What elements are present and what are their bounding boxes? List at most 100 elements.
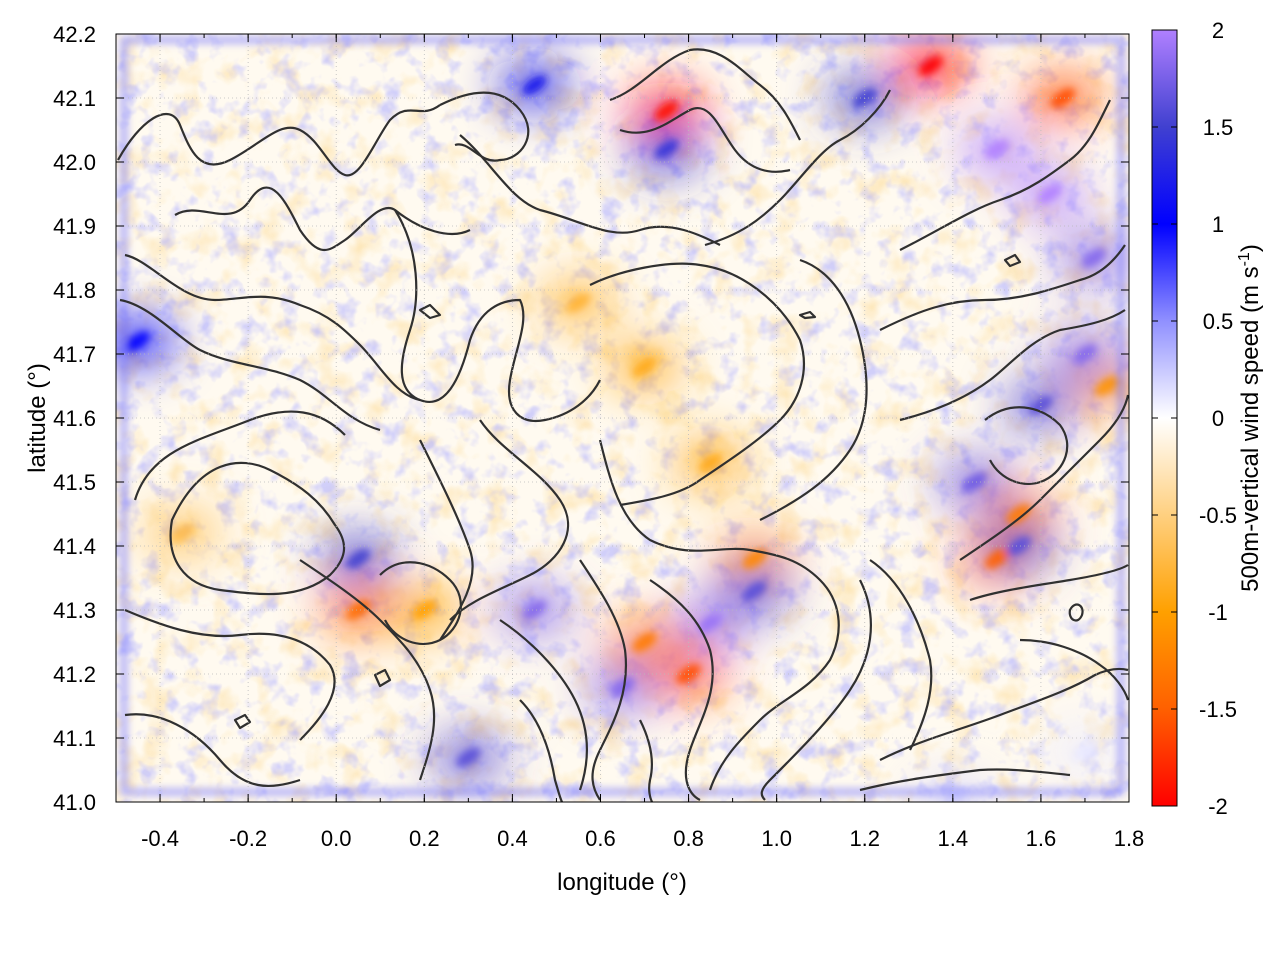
colorbar-tick-label: 1 (1212, 212, 1224, 237)
contour-line (419, 439, 474, 641)
field-feature-core (698, 612, 723, 633)
colorbar-label-close: ) (1237, 244, 1264, 252)
heatmap-field (116, 34, 1129, 802)
field-feature-core (1081, 248, 1106, 268)
colorbar-tick-label: 1.5 (1203, 115, 1234, 140)
y-tick-label: 41.3 (53, 598, 96, 623)
colorbar-label: 500m-vertical wind speed (m s-1) (1236, 244, 1264, 592)
contour-line (418, 303, 442, 320)
field-feature-core (456, 747, 481, 768)
y-axis: 41.0 41.1 41.2 41.3 41.4 41.5 41.6 41.7 41.8 41.9… (53, 22, 1129, 815)
colorbar-ticks: 2 1.5 1 0.5 0 -0.5 -1 -1.5 -2 (1152, 18, 1237, 819)
colorbar-tick-label: 0.5 (1203, 309, 1234, 334)
contour-line (598, 439, 840, 791)
contour-line (639, 719, 654, 802)
contour-line (459, 134, 721, 246)
y-tick-label: 41.5 (53, 470, 96, 495)
contour-line (299, 559, 436, 781)
colorbar-tick-label: -2 (1208, 794, 1228, 819)
contour-line (859, 768, 1071, 792)
field-feature-core (918, 56, 943, 76)
y-tick-label: 42.0 (53, 150, 96, 175)
y-axis-label: latitude (°) (24, 363, 51, 473)
field-boundary-band (120, 36, 1125, 796)
field-feature-core (610, 676, 635, 697)
field-feature-core (522, 600, 547, 620)
field-feature-core (522, 75, 547, 96)
contour-line (869, 559, 933, 751)
colorbar-tick-label: 0 (1212, 406, 1224, 431)
contour-line (449, 419, 570, 621)
field-feature-core (632, 356, 657, 377)
contour-line (174, 186, 471, 251)
field-feature-core (125, 331, 151, 352)
x-tick-label: 1.6 (1026, 826, 1057, 851)
field-feature-core (698, 452, 723, 473)
field-feature-core (1006, 536, 1032, 556)
x-tick-label: -0.2 (229, 826, 267, 851)
y-tick-label: 41.6 (53, 406, 96, 431)
x-tick-label: 1.4 (938, 826, 969, 851)
x-tick-label: 0.0 (321, 826, 352, 851)
field-feature-core (566, 292, 591, 313)
x-tick-label: 1.0 (761, 826, 792, 851)
contour-line (760, 579, 872, 801)
colorbar: 2 1.5 1 0.5 0 -0.5 -1 -1.5 -2 500m-vertical wind… (1151, 18, 1264, 819)
field-feature-core (940, 792, 965, 802)
x-axis-label: longitude (°) (557, 869, 687, 896)
contour-line (879, 244, 1126, 331)
contour-line (649, 579, 714, 801)
y-tick-label: 41.7 (53, 342, 96, 367)
y-tick-label: 41.8 (53, 278, 96, 303)
field-feature-core (169, 523, 195, 544)
colorbar-tick-label: -1.5 (1199, 697, 1237, 722)
contour-line (1068, 603, 1084, 622)
x-axis: -0.4 -0.2 0.0 0.2 0.4 0.6 0.8 1.0 1.2 1.4 1.6 1.8 (115, 34, 1145, 851)
contour-line (117, 104, 441, 177)
contour-line (609, 48, 801, 141)
colorbar-tick-label: -0.5 (1199, 503, 1237, 528)
field-feature-core (632, 632, 657, 652)
y-tick-label: 41.2 (53, 662, 96, 687)
contour-line (124, 608, 336, 741)
contour-line (169, 461, 346, 596)
contour-line (499, 619, 588, 791)
terrain-contours (117, 48, 1129, 802)
y-tick-label: 41.4 (53, 534, 96, 559)
contour-line (984, 406, 1069, 485)
contour-line (798, 310, 817, 320)
x-tick-label: -0.4 (141, 826, 179, 851)
x-tick-label: 1.8 (1114, 826, 1145, 851)
field-feature-core (654, 139, 679, 160)
contour-line (589, 262, 805, 507)
y-tick-label: 41.1 (53, 726, 96, 751)
field-feature-core (984, 139, 1010, 160)
contour-line (959, 394, 1129, 561)
contour-line (899, 99, 1111, 251)
field-feature-core (742, 548, 767, 569)
grid-lines (116, 33, 1130, 803)
contour-line (879, 667, 1129, 761)
contour-line (579, 559, 627, 801)
field-feature-core (984, 548, 1010, 569)
contour-line (759, 258, 868, 521)
x-tick-label: 0.2 (409, 826, 440, 851)
contour-line (969, 564, 1129, 602)
contour-line (619, 106, 791, 173)
y-tick-label: 41.9 (53, 214, 96, 239)
x-tick-label: 1.2 (849, 826, 880, 851)
x-tick-label: 0.6 (585, 826, 616, 851)
contour-line (133, 410, 346, 501)
field-feature-core (1050, 88, 1076, 108)
contour-line (899, 309, 1126, 422)
colorbar-tick-label: -1 (1208, 600, 1228, 625)
colorbar-tick-label: 2 (1212, 18, 1224, 43)
contour-line (519, 699, 563, 802)
field-feature-core (742, 580, 767, 601)
x-tick-label: 0.8 (673, 826, 704, 851)
contour-line (233, 713, 252, 730)
field-feature-core (1072, 740, 1098, 761)
y-tick-label: 42.2 (53, 22, 96, 47)
contour-line (124, 253, 421, 402)
